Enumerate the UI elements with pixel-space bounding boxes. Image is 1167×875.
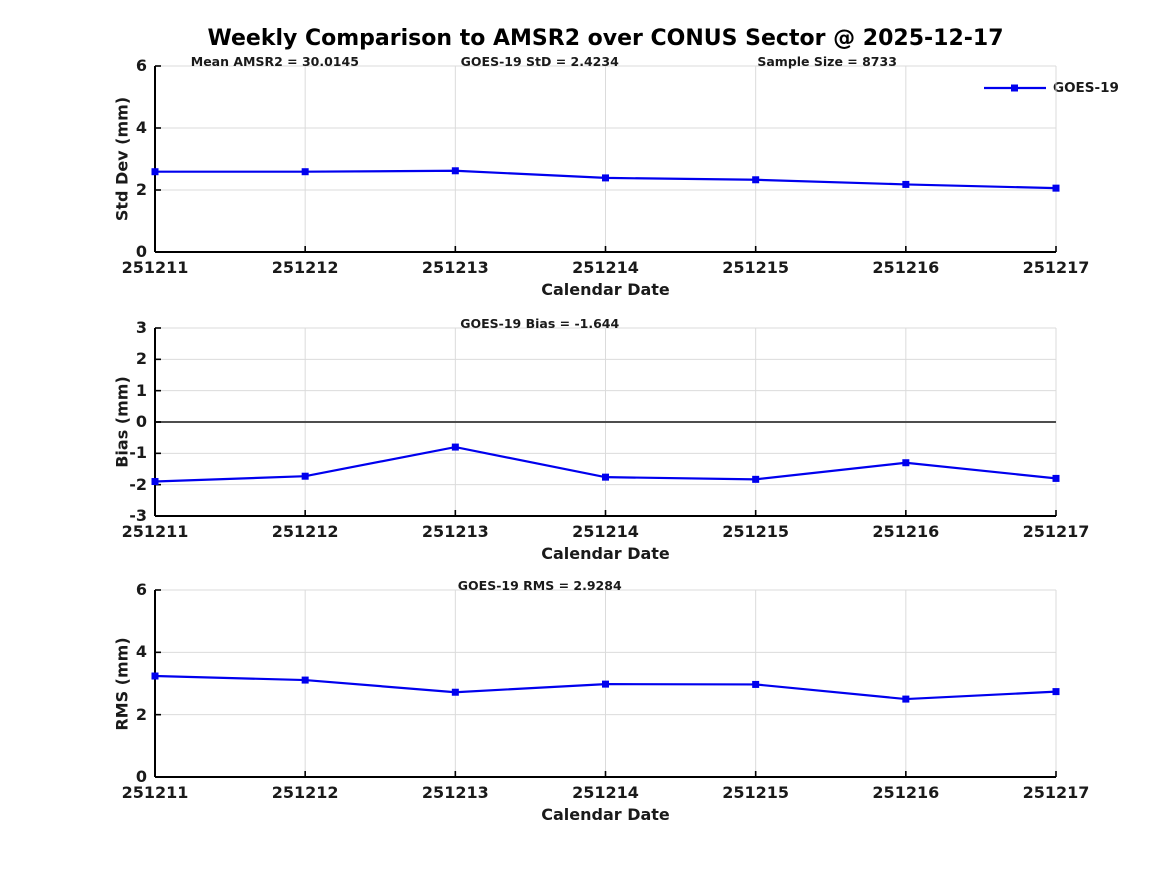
x-tick-label: 251214	[572, 522, 639, 541]
x-tick-label: 251217	[1022, 258, 1090, 277]
y-tick-label: -1	[129, 443, 147, 463]
x-tick-label: 251213	[421, 522, 489, 541]
data-point-marker	[301, 472, 309, 480]
annotation-text: Mean AMSR2 = 30.0145	[190, 54, 359, 69]
x-tick-label: 251213	[421, 783, 489, 802]
x-axis-label: Calendar Date	[541, 805, 670, 824]
data-point-marker	[451, 688, 459, 696]
x-tick-label: 251215	[722, 258, 790, 277]
data-point-marker	[301, 168, 309, 176]
y-tick-label: -2	[129, 474, 147, 494]
y-tick-label: 3	[135, 318, 147, 337]
x-tick-label: 251216	[872, 258, 940, 277]
y-tick-label: 6	[135, 56, 147, 75]
y-tick-label: 0	[135, 412, 147, 431]
x-tick-label: 251214	[572, 258, 639, 277]
y-tick-label: 0	[135, 242, 147, 261]
annotation-text: GOES-19 RMS = 2.9284	[457, 578, 622, 593]
x-tick-label: 251211	[121, 783, 189, 802]
y-axis-label: Bias (mm)	[112, 376, 132, 468]
x-tick-label: 251212	[271, 258, 339, 277]
data-point-marker	[602, 174, 609, 182]
x-tick-label: 251215	[722, 522, 790, 541]
y-tick-label: 4	[135, 118, 147, 137]
annotation-text: Sample Size = 8733	[757, 54, 897, 69]
x-tick-label: 251215	[722, 783, 790, 802]
x-tick-label: 251217	[1022, 783, 1090, 802]
data-point-marker	[1052, 474, 1060, 482]
x-tick-label: 251213	[421, 258, 489, 277]
y-tick-label: 4	[135, 642, 147, 662]
x-tick-label: 251212	[271, 522, 339, 541]
y-tick-label: 2	[135, 180, 147, 199]
plot-area-bias	[151, 327, 1060, 517]
y-tick-label: 6	[135, 580, 147, 599]
x-tick-label: 251217	[1022, 522, 1090, 541]
data-point-marker	[752, 680, 760, 688]
data-point-marker	[602, 680, 609, 688]
x-tick-label: 251211	[121, 522, 189, 541]
data-point-marker	[1052, 184, 1060, 192]
data-point-marker	[451, 167, 459, 175]
data-point-marker	[451, 443, 459, 451]
legend-line-sample	[984, 84, 1046, 92]
x-tick-label: 251216	[872, 783, 940, 802]
y-tick-label: -3	[129, 506, 147, 525]
data-point-marker	[902, 459, 910, 467]
annotation-text: GOES-19 StD = 2.4234	[460, 54, 619, 69]
x-axis-label: Calendar Date	[541, 544, 670, 563]
data-point-marker	[752, 475, 760, 483]
data-point-marker	[602, 473, 609, 481]
data-point-marker	[151, 168, 159, 176]
data-point-marker	[902, 695, 910, 703]
x-tick-label: 251211	[121, 258, 189, 277]
x-tick-label: 251214	[572, 783, 639, 802]
legend: GOES-19	[984, 80, 1119, 96]
data-point-marker	[301, 676, 309, 684]
y-axis-label: RMS (mm)	[112, 636, 132, 731]
y-tick-label: 2	[135, 704, 147, 724]
y-tick-label: 2	[135, 349, 147, 369]
y-axis-label: Std Dev (mm)	[112, 96, 132, 222]
y-tick-label: 0	[135, 767, 147, 786]
data-point-marker	[902, 180, 910, 188]
data-point-marker	[151, 478, 159, 486]
data-point-marker	[151, 672, 159, 680]
y-tick-label: 1	[135, 380, 147, 400]
x-axis-label: Calendar Date	[541, 280, 670, 299]
plot-area-std-dev	[151, 65, 1060, 253]
x-tick-label: 251212	[271, 783, 339, 802]
annotation-text: GOES-19 Bias = -1.644	[460, 316, 620, 331]
data-point-marker	[1052, 688, 1060, 696]
chart-title: Weekly Comparison to AMSR2 over CONUS Se…	[207, 26, 1004, 51]
legend-marker-icon	[1011, 84, 1018, 92]
data-point-marker	[752, 176, 760, 184]
legend-label: GOES-19	[1053, 80, 1119, 96]
x-tick-label: 251216	[872, 522, 940, 541]
plot-area-rms	[151, 589, 1060, 778]
